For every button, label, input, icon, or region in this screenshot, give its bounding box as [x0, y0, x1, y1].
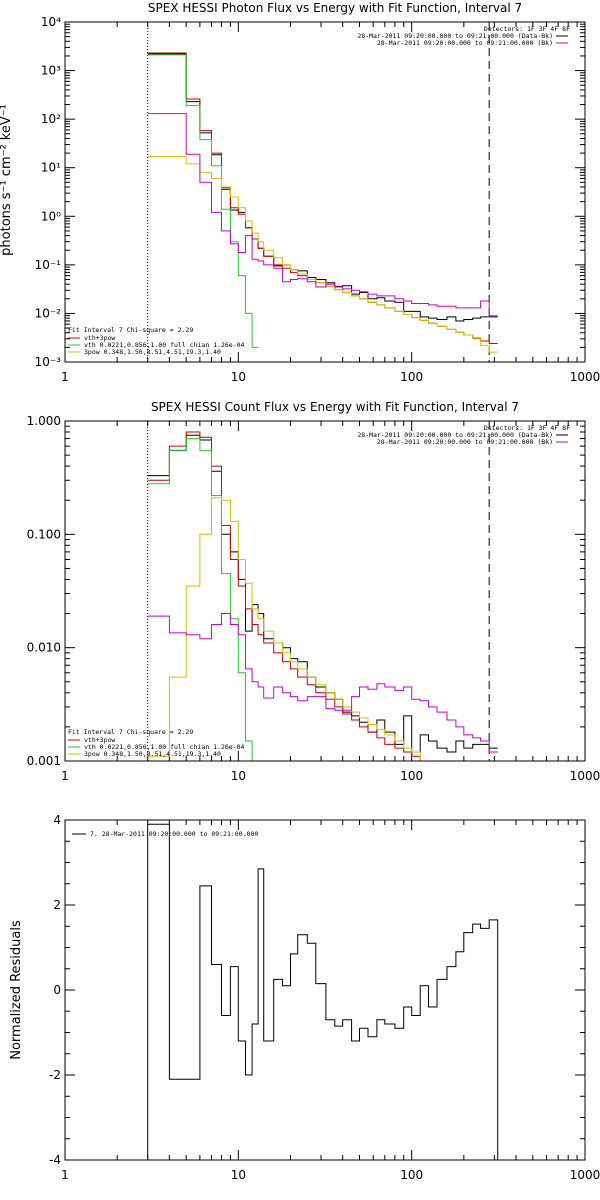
series-data-bk	[147, 434, 498, 753]
count-flux-legend-fit: Fit Interval 7 Chi-square = 2.29 vth+3po…	[68, 728, 245, 758]
y-tick-label: -4	[49, 1153, 61, 1167]
series-data-bk	[147, 53, 498, 322]
residuals-ylabel: Normalized Residuals	[9, 920, 24, 1060]
y-tick-label: 4	[53, 813, 61, 827]
count-flux-plot-area: 1 10 100 1000 0.001 0.010 0.100 1.000	[27, 414, 600, 783]
x-tick-label: 10	[231, 370, 246, 384]
legend-powerlaw: 3pow 0.348,1.50,8.51,4.51,19.3,1.40	[84, 348, 221, 356]
x-tick-label: 1000	[570, 370, 600, 384]
y-tick-label: 0.001	[27, 754, 61, 768]
y-tick-label: 0.100	[27, 527, 61, 541]
series-vth	[147, 54, 259, 348]
photon-flux-legend-fit: Fit Interval 7 Chi-square = 2.29 vth+3po…	[68, 326, 245, 356]
legend-total-fit-2: vth+3pow	[84, 736, 115, 744]
legend-total-fit: vth+3pow	[84, 334, 115, 342]
legend-data-bk-2: 28-Mar-2011 09:20:00.000 to 09:21:00.000…	[357, 431, 553, 439]
photon-flux-frame	[64, 21, 586, 363]
residuals-plot-area: 1 10 100 1000 -4 -2 0 2 4	[49, 813, 600, 1182]
x-tick-label: 1	[61, 370, 69, 384]
legend-data-bk: 28-Mar-2011 09:20:00.000 to 09:21:00.000…	[357, 32, 553, 40]
residuals-panel: Normalized Residuals 1 10 100 1000 -4 -2 0 2 4 7…	[9, 813, 600, 1182]
x-tick-label: 100	[400, 370, 423, 384]
photon-flux-ylabel: photons s⁻¹ cm⁻² keV⁻¹	[0, 104, 14, 256]
x-tick-label: 1	[61, 1168, 69, 1182]
x-tick-label: 1	[61, 769, 69, 783]
series-vth-3pow	[147, 431, 498, 762]
x-tick-label: 1000	[570, 1168, 600, 1182]
y-tick-label: 1.000	[27, 414, 61, 428]
y-tick-label: 10²	[41, 112, 61, 126]
legend-bk: 28-Mar-2011 09:20:00.000 to 09:21:00.000…	[377, 39, 553, 47]
series-bk	[147, 613, 498, 753]
x-tick-label: 10	[231, 769, 246, 783]
y-tick-label: 10⁻³	[35, 355, 62, 369]
y-tick-label: 0.010	[27, 641, 61, 655]
count-flux-legend-header: Detectors: 1F 3F 4F 8F 28-Mar-2011 09:20…	[357, 424, 570, 446]
legend-detectors-2: Detectors: 1F 3F 4F 8F	[484, 424, 570, 432]
x-tick-label: 100	[400, 1168, 423, 1182]
legend-fit-interval-2: Fit Interval 7 Chi-square = 2.29	[68, 728, 193, 736]
series-3pow	[147, 156, 498, 353]
legend-bk-2: 28-Mar-2011 09:20:00.000 to 09:21:00.000…	[377, 438, 553, 446]
series-vth-3pow	[147, 52, 498, 344]
legend-powerlaw-2: 3pow 0.348,1.50,8.51,4.51,19.3,1.40	[84, 750, 221, 758]
legend-thermal: vth 0.0221,0.856,1.00 full chian 1.26e-0…	[84, 341, 245, 349]
y-tick-label: 10⁻²	[35, 306, 62, 320]
legend-detectors: Detectors: 1F 3F 4F 8F	[484, 25, 570, 33]
series-bk	[147, 113, 498, 317]
residuals-frame	[64, 819, 586, 1161]
y-tick-label: 10⁻¹	[35, 258, 62, 272]
count-flux-panel: SPEX HESSI Count Flux vs Energy with Fit…	[27, 400, 600, 783]
legend-fit-interval: Fit Interval 7 Chi-square = 2.29	[68, 326, 193, 334]
photon-flux-title: SPEX HESSI Photon Flux vs Energy with Fi…	[148, 1, 522, 15]
x-tick-label: 10	[231, 1168, 246, 1182]
photon-flux-plot-area: 1 10 100 1000 10⁻³ 10⁻² 10⁻¹ 10⁰ 10¹ 10² 10³ 10⁴	[35, 15, 600, 384]
photon-flux-panel: SPEX HESSI Photon Flux vs Energy with Fi…	[0, 1, 600, 384]
y-tick-label: 10¹	[41, 161, 61, 175]
residuals-legend: 7. 28-Mar-2011 09:20:00.000 to 09:21:00.…	[90, 830, 258, 838]
x-tick-label: 1000	[570, 769, 600, 783]
series-vth	[147, 438, 259, 762]
y-tick-label: 10⁰	[41, 209, 61, 223]
count-flux-title: SPEX HESSI Count Flux vs Energy with Fit…	[151, 400, 519, 414]
y-tick-label: 2	[53, 898, 61, 912]
legend-thermal-2: vth 0.0221,0.856,1.00 full chian 1.26e-0…	[84, 743, 245, 751]
y-tick-label: 10⁴	[41, 15, 61, 29]
count-flux-frame	[64, 420, 586, 762]
photon-flux-legend-header: Detectors: 1F 3F 4F 8F 28-Mar-2011 09:20…	[357, 25, 570, 47]
y-tick-label: 10³	[41, 64, 61, 78]
x-tick-label: 100	[400, 769, 423, 783]
y-tick-label: -2	[49, 1068, 61, 1082]
series-3pow	[147, 497, 498, 762]
series-7-28-mar-2011-09-20-00-000-to-09-21-00-000	[147, 823, 499, 1160]
y-tick-label: 0	[53, 983, 61, 997]
